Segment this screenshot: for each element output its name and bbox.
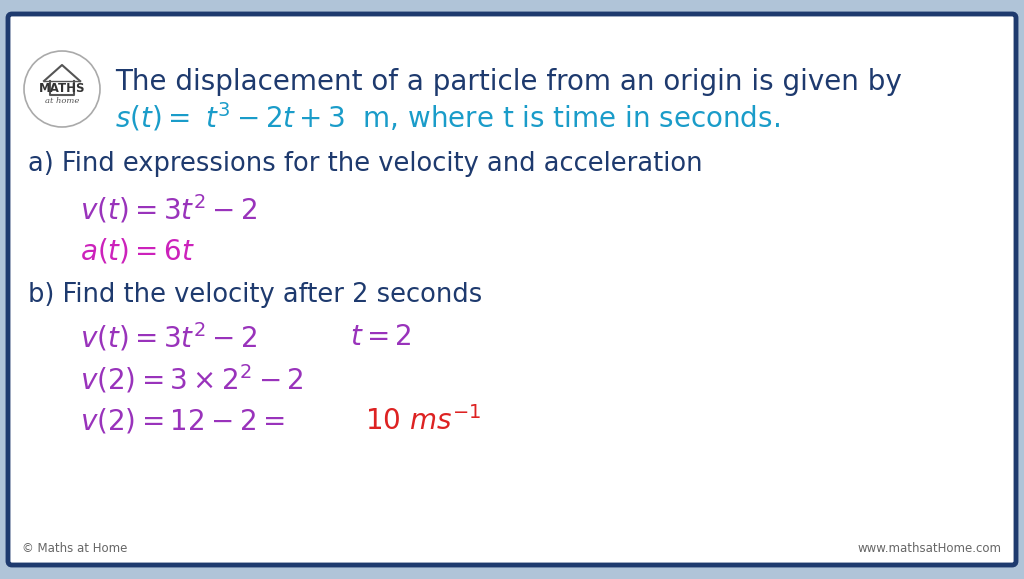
Text: © Maths at Home: © Maths at Home xyxy=(22,543,127,555)
Text: a) Find expressions for the velocity and acceleration: a) Find expressions for the velocity and… xyxy=(28,151,702,177)
FancyBboxPatch shape xyxy=(8,14,1016,565)
Text: The displacement of a particle from an origin is given by: The displacement of a particle from an o… xyxy=(115,68,902,96)
Text: $s(t) = \ t^3 - 2t + 3$  m, where t is time in seconds.: $s(t) = \ t^3 - 2t + 3$ m, where t is ti… xyxy=(115,101,780,133)
Text: $v(t) = 3t^2 - 2$: $v(t) = 3t^2 - 2$ xyxy=(80,193,257,225)
Text: $v(t) = 3t^2 - 2$: $v(t) = 3t^2 - 2$ xyxy=(80,321,257,353)
Text: b) Find the velocity after 2 seconds: b) Find the velocity after 2 seconds xyxy=(28,282,482,308)
Text: MATHS: MATHS xyxy=(39,82,85,94)
Text: $v(2) = 3 \times 2^2 - 2$: $v(2) = 3 \times 2^2 - 2$ xyxy=(80,362,303,395)
Text: $t = 2$: $t = 2$ xyxy=(350,323,412,351)
Circle shape xyxy=(24,51,100,127)
Text: $v(2) = 12 - 2 = $: $v(2) = 12 - 2 = $ xyxy=(80,406,285,435)
Text: $a(t) = 6t$: $a(t) = 6t$ xyxy=(80,236,195,266)
Text: www.mathsatHome.com: www.mathsatHome.com xyxy=(858,543,1002,555)
Text: at home: at home xyxy=(45,97,79,105)
Text: $10 \ ms^{-1}$: $10 \ ms^{-1}$ xyxy=(365,406,481,436)
